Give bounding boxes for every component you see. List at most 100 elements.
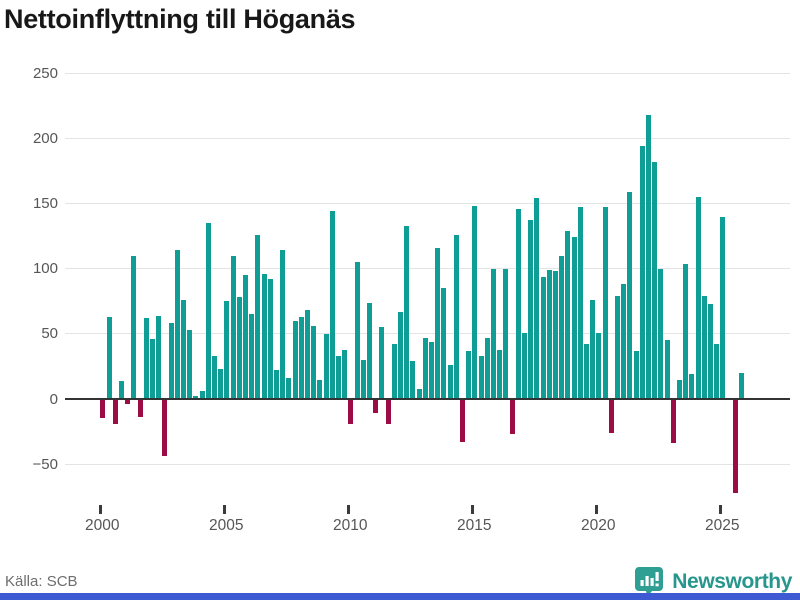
bar-2019Q3	[583, 344, 589, 399]
page-title: Nettoinflyttning till Höganäs	[4, 4, 356, 34]
bar-2004Q3	[211, 356, 217, 399]
bar-2016Q2	[503, 268, 509, 399]
bar-2005Q4	[242, 275, 248, 399]
bar-2015Q4	[490, 268, 496, 399]
source-note: Källa: SCB	[5, 573, 78, 590]
bar-2024Q1	[695, 197, 701, 399]
bar-2009Q4	[342, 349, 348, 399]
gridline-y-100	[65, 268, 790, 270]
bar-2002Q3	[162, 400, 168, 457]
bar-2025Q1	[720, 216, 726, 399]
x-axis-tick-2000	[99, 505, 102, 514]
gridline-y-150	[65, 203, 790, 204]
y-axis-label-150: 150	[32, 195, 58, 212]
bar-2001Q2	[131, 255, 137, 399]
bar-2015Q1	[472, 206, 478, 399]
x-axis-label-2010: 2010	[333, 517, 368, 534]
bar-2021Q2	[627, 191, 633, 399]
bar-2013Q1	[422, 337, 428, 399]
bar-2010Q1	[348, 400, 354, 424]
bar-2010Q2	[354, 262, 360, 399]
bar-chart: 250 200 150 100 50 0 −50 2000 2005 2010 2015 2020 20…	[32, 64, 790, 534]
bar-2020Q1	[596, 332, 602, 399]
bar-2021Q4	[639, 146, 645, 399]
bar-2002Q2	[156, 315, 162, 399]
brand-logo: Newsworthy	[634, 567, 792, 597]
bar-2012Q3	[410, 361, 416, 399]
gridline-y-250	[65, 72, 790, 74]
x-axis-tick-2010	[347, 505, 350, 514]
bar-2009Q1	[323, 333, 329, 399]
x-axis-label-2020: 2020	[581, 517, 616, 534]
bar-2017Q4	[540, 276, 546, 399]
x-axis-label-2025: 2025	[705, 517, 740, 534]
y-axis-label-200: 200	[32, 129, 58, 147]
y-axis-label-50: 50	[41, 325, 58, 343]
gridline-y-50	[65, 333, 790, 335]
bar-2017Q2	[528, 220, 534, 399]
brand-name: Newsworthy	[672, 570, 792, 593]
bar-2021Q1	[621, 284, 627, 399]
bar-2013Q2	[428, 341, 434, 399]
bar-2003Q1	[174, 250, 180, 399]
x-axis-tick-2005	[223, 505, 226, 514]
bar-2016Q3	[509, 400, 515, 435]
bar-2019Q2	[577, 207, 583, 399]
bar-2006Q3	[261, 273, 267, 399]
x-axis-tick-2020	[595, 505, 598, 514]
bar-2024Q4	[714, 344, 720, 399]
bar-2003Q3	[187, 329, 193, 399]
x-axis-label-2000: 2000	[85, 517, 120, 534]
bar-2017Q1	[521, 332, 527, 399]
bar-2014Q3	[459, 400, 465, 442]
bar-2005Q1	[224, 301, 230, 399]
bar-2023Q1	[670, 400, 676, 444]
bar-2008Q1	[298, 316, 304, 399]
bar-2007Q4	[292, 320, 298, 399]
bar-2014Q2	[453, 234, 459, 399]
bar-2010Q4	[366, 302, 372, 399]
y-axis-label-100: 100	[32, 260, 58, 278]
bar-2000Q2	[106, 316, 112, 399]
bar-2022Q2	[652, 161, 658, 399]
x-axis-label-2005: 2005	[209, 517, 244, 534]
bar-2015Q2	[478, 356, 484, 399]
x-axis-label-2015: 2015	[457, 517, 492, 534]
bar-2013Q4	[441, 288, 447, 399]
bar-2004Q1	[199, 391, 205, 399]
bar-2009Q3	[335, 356, 341, 399]
bar-2025Q3	[732, 400, 738, 493]
bar-2007Q1	[273, 370, 279, 399]
y-axis-label-250: 250	[32, 64, 58, 82]
bar-2001Q4	[143, 318, 149, 399]
newsworthy-badge-icon	[635, 567, 664, 597]
bar-2023Q3	[683, 263, 689, 399]
bar-2016Q1	[497, 349, 503, 399]
bar-2020Q3	[608, 400, 614, 433]
bar-2011Q1	[373, 400, 379, 414]
bar-2003Q4	[193, 396, 199, 399]
bar-2007Q2	[280, 250, 286, 399]
bar-2000Q3	[112, 400, 118, 424]
bar-2015Q3	[484, 337, 490, 399]
bar-2012Q2	[404, 225, 410, 399]
y-axis-label-0: 0	[49, 390, 58, 408]
bar-2023Q4	[689, 374, 695, 399]
x-axis-tick-2015	[471, 505, 474, 514]
bar-2005Q3	[236, 297, 242, 399]
bar-2000Q1	[100, 400, 106, 419]
bar-2014Q4	[466, 350, 472, 399]
bar-2020Q4	[614, 296, 620, 399]
bar-2017Q3	[534, 198, 540, 399]
zero-axis-line	[65, 397, 790, 401]
bar-2006Q4	[267, 279, 273, 399]
bar-2019Q1	[571, 237, 577, 399]
bar-2008Q4	[317, 379, 323, 399]
bar-2001Q1	[125, 400, 131, 405]
bar-2024Q2	[701, 296, 707, 399]
bar-2018Q2	[552, 271, 558, 399]
bar-2003Q2	[180, 299, 186, 399]
bar-2010Q3	[360, 359, 366, 399]
bar-2006Q1	[249, 314, 255, 399]
bar-2020Q2	[602, 207, 608, 399]
